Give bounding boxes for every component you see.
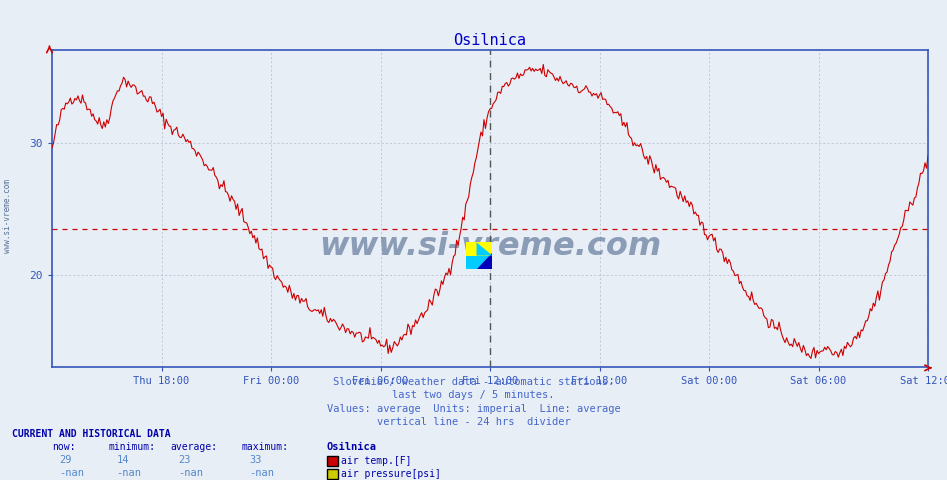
Text: www.si-vreme.com: www.si-vreme.com bbox=[3, 179, 12, 253]
Polygon shape bbox=[476, 253, 492, 269]
Bar bbox=[466, 255, 492, 269]
Text: air temp.[F]: air temp.[F] bbox=[341, 456, 411, 466]
Text: Osilnica: Osilnica bbox=[327, 442, 377, 452]
Text: -nan: -nan bbox=[116, 468, 141, 478]
Text: 23: 23 bbox=[178, 455, 190, 465]
Polygon shape bbox=[476, 242, 492, 255]
Text: -nan: -nan bbox=[249, 468, 274, 478]
Title: Osilnica: Osilnica bbox=[454, 33, 527, 48]
Bar bbox=[466, 242, 492, 255]
Text: -nan: -nan bbox=[60, 468, 84, 478]
Text: vertical line - 24 hrs  divider: vertical line - 24 hrs divider bbox=[377, 417, 570, 427]
Text: Values: average  Units: imperial  Line: average: Values: average Units: imperial Line: av… bbox=[327, 404, 620, 414]
Text: -nan: -nan bbox=[178, 468, 203, 478]
Text: 33: 33 bbox=[249, 455, 261, 465]
Text: maximum:: maximum: bbox=[241, 442, 289, 452]
Text: air pressure[psi]: air pressure[psi] bbox=[341, 469, 440, 479]
Text: 14: 14 bbox=[116, 455, 129, 465]
Text: last two days / 5 minutes.: last two days / 5 minutes. bbox=[392, 390, 555, 400]
Text: www.si-vreme.com: www.si-vreme.com bbox=[319, 231, 661, 262]
Text: minimum:: minimum: bbox=[109, 442, 156, 452]
Text: Slovenia / weather data - automatic stations.: Slovenia / weather data - automatic stat… bbox=[333, 377, 614, 387]
Text: now:: now: bbox=[52, 442, 76, 452]
Text: CURRENT AND HISTORICAL DATA: CURRENT AND HISTORICAL DATA bbox=[12, 429, 171, 439]
Text: 29: 29 bbox=[60, 455, 72, 465]
Text: average:: average: bbox=[170, 442, 218, 452]
